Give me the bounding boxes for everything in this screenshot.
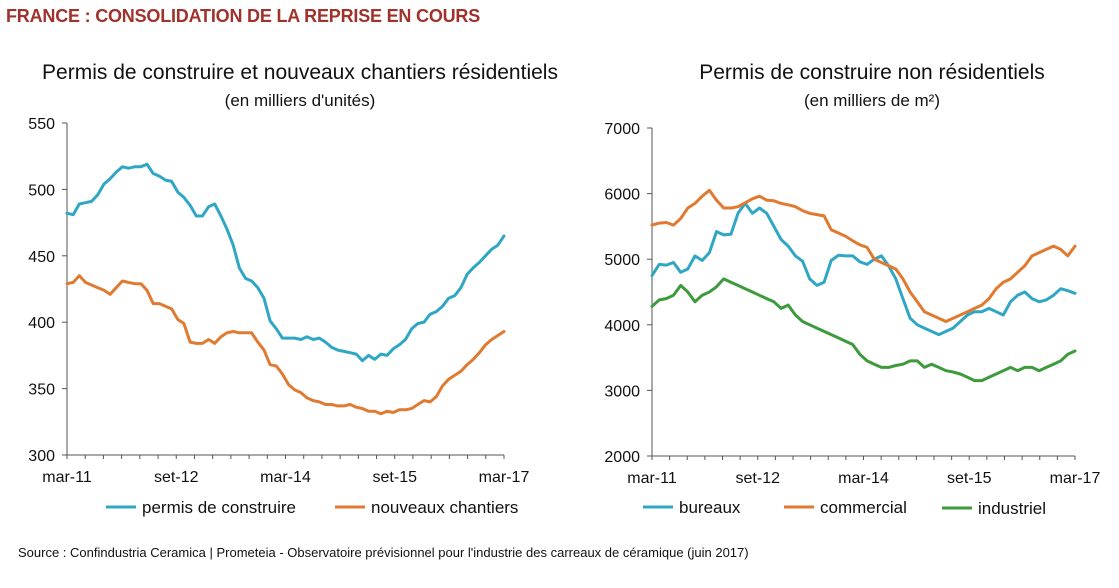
nonresidential-series-bureaux <box>650 201 1077 337</box>
residential-x-tick-label: set-12 <box>154 469 199 486</box>
headline: FRANCE : CONSOLIDATION DE LA REPRISE EN … <box>6 6 481 26</box>
nonresidential-y-tick-label: 2000 <box>604 449 640 466</box>
nonresidential-chart: 2000 3000 4000 5000 6000 7000 mar-11 set-12 mar-… <box>604 121 1101 518</box>
residential-legend-label-nouveaux-chantiers: nouveaux chantiers <box>371 498 518 517</box>
residential-x-tick-label: mar-14 <box>260 469 311 486</box>
chart-title-residential: Permis de construire et nouveaux chantie… <box>42 61 558 84</box>
residential-y-tick-label: 300 <box>28 448 55 465</box>
chart-subtitle-nonresidential: (en milliers de m²) <box>803 91 941 110</box>
source-note: Source : Confindustria Ceramica | Promet… <box>18 545 749 560</box>
nonresidential-y-tick-label: 6000 <box>604 187 640 204</box>
nonresidential-y-tick-label: 5000 <box>604 252 640 269</box>
residential-chart: 300 350 400 450 500 550 mar-11 set-12 mar-14 set-… <box>28 116 530 517</box>
nonresidential-y-tick-label: 3000 <box>604 383 640 400</box>
nonresidential-y-tick-label: 4000 <box>604 318 640 335</box>
nonresidential-legend-label-bureaux: bureaux <box>679 498 741 517</box>
residential-y-tick-label: 550 <box>28 116 55 133</box>
residential-series-nouveaux-chantiers <box>65 274 506 416</box>
nonresidential-legend-label-commercial: commercial <box>820 498 907 517</box>
nonresidential-x-tick-label: mar-14 <box>838 470 889 487</box>
nonresidential-x-tick-label: set-12 <box>736 470 781 487</box>
residential-y-tick-label: 450 <box>28 249 55 266</box>
nonresidential-series-industriel <box>650 277 1077 383</box>
residential-y-tick-label: 500 <box>28 182 55 199</box>
chart-title-nonresidential: Permis de construire non résidentiels <box>699 61 1045 84</box>
nonresidential-legend-label-industriel: industriel <box>978 499 1046 518</box>
residential-series-permis-de-construire <box>65 162 506 363</box>
residential-legend-label-permis-de-construire: permis de construire <box>142 498 296 517</box>
residential-x-tick-label: set-15 <box>373 469 418 486</box>
chart-subtitle-residential: (en milliers d'unités) <box>224 91 376 110</box>
nonresidential-y-tick-label: 7000 <box>604 121 640 138</box>
nonresidential-x-tick-label: set-15 <box>947 470 992 487</box>
nonresidential-x-tick-label: mar-17 <box>1050 470 1101 487</box>
nonresidential-x-tick-label: mar-11 <box>627 470 677 487</box>
residential-y-tick-label: 400 <box>28 315 55 332</box>
residential-x-tick-label: mar-11 <box>42 469 92 486</box>
residential-x-tick-label: mar-17 <box>479 469 530 486</box>
residential-y-tick-label: 350 <box>28 382 55 399</box>
nonresidential-series-commercial <box>650 188 1077 323</box>
